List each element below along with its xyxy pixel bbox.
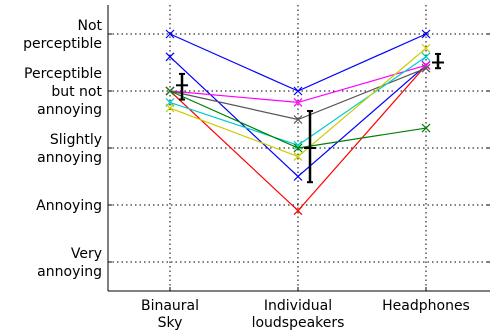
data-point-marker [421, 43, 431, 53]
marker-stroke [421, 123, 431, 133]
x-tick-labels: Binaural Sky Individual loudspeakers Headpho… [141, 298, 470, 331]
y-tick-label-line: annoying [37, 102, 102, 118]
error-bar [432, 52, 444, 70]
marker-stroke [165, 86, 175, 96]
marker-stroke [293, 152, 303, 161]
x-tick-label: Individual loudspeakers [252, 298, 345, 331]
y-tick-label: Very annoying [37, 246, 102, 280]
data-point-marker [293, 143, 303, 153]
marker-stroke [421, 52, 431, 62]
marker-stroke [165, 29, 175, 39]
x-tick-label-line: Headphones [382, 298, 470, 314]
data-point-marker [165, 103, 175, 113]
y-tick-label-line: Slightly [50, 132, 102, 148]
data-point-marker [293, 86, 303, 96]
error-bar [176, 72, 188, 101]
data-point-marker [293, 97, 303, 107]
data-point-marker [165, 52, 175, 62]
data-point-marker [165, 29, 175, 39]
y-tick-label-line: but not [51, 84, 102, 100]
data-point-marker [165, 86, 175, 96]
y-tick-label: Annoying [36, 198, 102, 214]
error-bar [304, 109, 316, 184]
data-point-marker [293, 172, 303, 181]
y-tick-label: Slightly annoying [37, 132, 102, 166]
y-tick-label-line: Perceptible [24, 66, 102, 82]
y-tick-label-line: Annoying [36, 198, 102, 214]
marker-stroke [421, 60, 431, 70]
data-point-marker [421, 52, 431, 62]
data-point-marker [421, 29, 431, 39]
marker-stroke [293, 206, 303, 216]
y-tick-label-line: Not [77, 18, 102, 34]
series-lines [165, 29, 431, 216]
y-tick-label: Perceptible but not annoying [24, 66, 102, 118]
marker-stroke [293, 97, 303, 107]
axes [107, 5, 490, 292]
marker-stroke [421, 29, 431, 39]
marker-stroke [293, 86, 303, 96]
x-tick-label: Headphones [382, 298, 470, 314]
marker-stroke [293, 140, 303, 150]
y-tick-label-line: Very [71, 246, 102, 262]
marker-stroke [293, 115, 303, 124]
data-point-marker [421, 60, 431, 70]
marker-stroke [421, 43, 431, 53]
y-tick-label-line: perceptible [23, 36, 102, 52]
x-tick-label-line: Sky [158, 315, 183, 331]
x-tick-label-line: Individual [264, 298, 332, 314]
error-bars [176, 52, 444, 184]
data-point-marker [293, 115, 303, 124]
y-tick-label-line: annoying [37, 150, 102, 166]
marker-stroke [293, 143, 303, 153]
data-point-marker [421, 63, 431, 73]
marker-stroke [165, 103, 175, 113]
y-tick-label-line: annoying [37, 264, 102, 280]
data-point-marker [293, 206, 303, 216]
marker-stroke [421, 63, 431, 73]
data-point-marker [293, 152, 303, 161]
data-point-marker [421, 123, 431, 133]
marker-stroke [165, 52, 175, 62]
marker-stroke [293, 172, 303, 181]
x-tick-label-line: Binaural [141, 298, 199, 314]
y-tick-label: Not perceptible [23, 18, 102, 52]
x-tick-label-line: loudspeakers [252, 315, 345, 331]
x-tick-label: Binaural Sky [141, 298, 199, 331]
